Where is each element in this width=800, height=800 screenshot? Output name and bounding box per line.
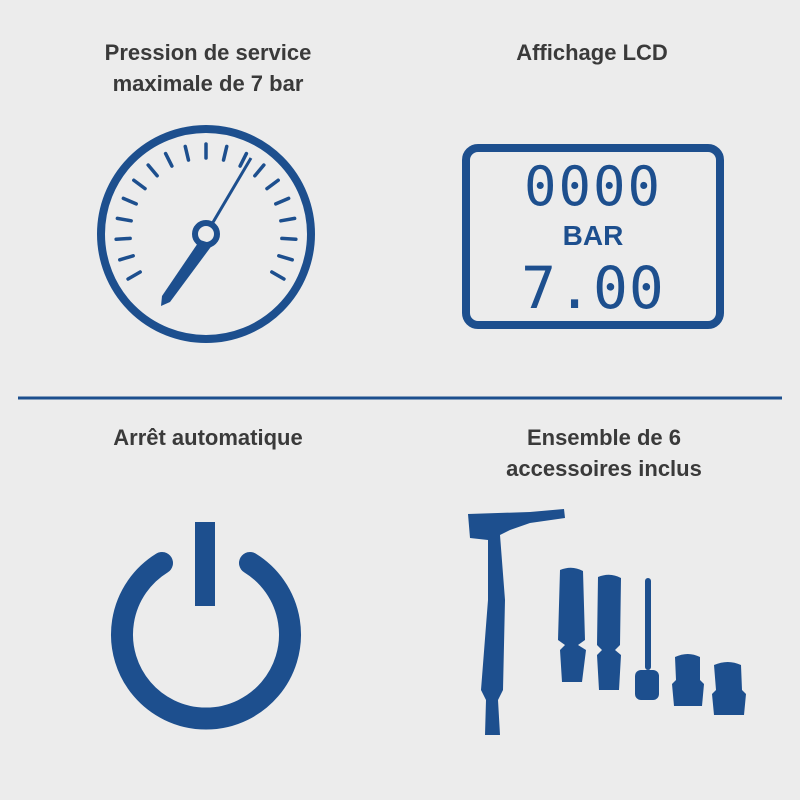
gauge-tick — [279, 216, 297, 223]
gauge-tick — [132, 178, 147, 191]
gauge-tick — [146, 163, 159, 178]
gauge-tick — [277, 254, 294, 262]
pressure-title: Pression de service maximale de 7 bar — [28, 37, 388, 99]
lcd-title: Affichage LCD — [412, 37, 772, 68]
lcd-unit: BAR — [562, 220, 624, 251]
accessories-title: Ensemble de 6 accessoires inclus — [424, 422, 784, 484]
gauge-tick — [265, 178, 280, 191]
title-line: Arrêt automatique — [113, 425, 303, 450]
lcd-value: 7.00 — [521, 254, 665, 322]
gauge-tick — [274, 196, 291, 206]
pressure-gauge-icon — [97, 125, 315, 343]
gauge-tick — [183, 144, 191, 162]
gauge-tick — [270, 270, 286, 281]
gauge-tick — [280, 236, 298, 241]
lcd-display-icon — [462, 144, 724, 329]
gauge-tick — [121, 196, 138, 206]
title-line: maximale de 7 bar — [112, 71, 304, 96]
gauge-tick — [115, 216, 133, 223]
auto-stop-title: Arrêt automatique — [28, 422, 388, 453]
gauge-tick — [238, 151, 249, 168]
power-icon — [111, 522, 301, 730]
gauge-tick — [163, 151, 174, 168]
title-line: Ensemble de 6 — [526, 425, 682, 450]
gauge-tick — [126, 270, 142, 281]
title-line: Affichage LCD — [516, 40, 668, 65]
gauge-tick — [253, 163, 266, 178]
gauge-tick — [221, 144, 229, 162]
title-line: accessoires inclus — [506, 456, 702, 481]
title-line: Pression de service — [104, 40, 312, 65]
gauge-tick — [118, 254, 135, 262]
accessories-icon — [468, 509, 746, 735]
gauge-tick — [114, 236, 132, 241]
lcd-top-digits: 0000 — [523, 155, 663, 218]
